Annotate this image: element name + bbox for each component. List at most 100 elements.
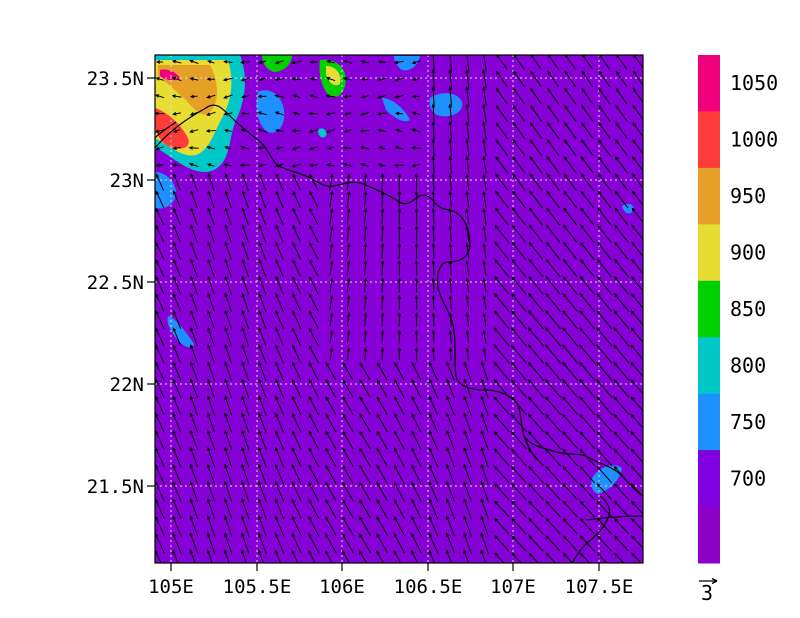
wind-arrow [325,362,337,381]
colorbar-segment [698,506,720,564]
wind-arrow [325,533,337,554]
wind-arrow [414,242,419,259]
wind-arrow [428,549,436,563]
colorbar-segment [698,337,720,395]
wind-arrow [411,378,422,398]
wind-arrow [579,431,596,450]
wind-arrow [155,241,165,260]
wind-arrow [190,258,198,278]
longitude-label: 106.5E [394,576,463,598]
wind-arrow [596,465,613,484]
wind-arrow [431,173,436,191]
wind-arrow [493,431,510,450]
wind-arrow [207,60,215,64]
wind-arrow [172,327,182,347]
wind-arrow [511,500,527,518]
wind-arrow [448,155,453,174]
wind-arrow [613,500,630,518]
wind-arrow [329,277,334,293]
wind-arrow [359,481,371,502]
wind-arrow [529,190,543,209]
wind-arrow [394,94,404,99]
wind-arrow [274,532,285,554]
wind-arrow [380,312,385,327]
wind-arrow [482,86,487,106]
wind-arrow [363,312,368,327]
wind-arrow [397,294,402,310]
wind-arrow [380,347,385,361]
wind-arrow [493,361,510,382]
wind-arrow [206,480,216,503]
wind-arrow [342,550,350,563]
wind-arrow [377,60,386,64]
wind-arrow [513,70,525,88]
wind-arrow [275,146,283,150]
wind-arrow [630,292,643,309]
wind-arrow [465,260,470,276]
wind-arrow [308,395,319,416]
wind-arrow [429,378,439,399]
wind-arrow [224,146,232,150]
wind-arrow [171,59,182,64]
wind-arrow [564,104,577,122]
wind-arrow [494,483,510,501]
wind-arrow [258,532,267,554]
wind-arrow [579,517,595,535]
wind-arrow [528,517,544,535]
longitude-label: 107.5E [565,576,634,598]
wind-arrow [275,207,284,226]
wind-arrow [376,112,387,116]
wind-arrow [480,429,489,451]
reference-vector-label: 3 [701,581,713,605]
wind-arrow [597,190,612,209]
wind-arrow [173,129,181,133]
colorbar-segment [698,111,720,169]
wind-arrow [155,344,165,364]
wind-arrow [190,344,199,364]
wind-arrow [493,448,510,467]
wind-arrow [545,327,562,347]
wind-arrow [207,163,215,167]
wind-arrow [545,535,561,552]
wind-arrow [258,207,267,226]
wind-arrow [596,292,613,313]
wind-arrow [511,241,527,261]
wind-arrow [344,112,352,116]
wind-arrow [431,120,436,140]
wind-arrow [258,361,267,381]
wind-arrow [393,430,405,450]
wind-arrow [292,361,302,381]
wind-arrow [411,498,422,520]
wind-arrow [527,344,545,364]
wind-arrow [377,128,387,133]
wind-arrow [598,139,611,157]
wind-arrow [630,483,643,498]
wind-arrow [393,447,405,467]
wind-arrow [224,292,232,312]
wind-arrow [173,190,181,208]
wind-arrow [309,207,319,226]
wind-arrow [411,413,422,433]
wind-arrow [346,208,351,225]
wind-arrow [631,224,643,241]
wind-arrow [172,292,182,312]
wind-arrow [511,224,527,243]
wind-arrow [495,156,509,174]
wind-arrow [275,446,285,468]
wind-arrow [482,155,487,174]
wind-arrow [207,292,215,312]
wind-arrow [482,103,487,123]
wind-arrow [275,173,284,191]
wind-arrow [529,173,543,191]
wind-arrow [325,112,336,116]
wind-arrow [206,549,213,563]
wind-arrow [613,552,625,563]
wind-arrow [614,190,629,209]
wind-arrow [359,447,371,467]
wind-arrow [241,412,250,433]
wind-arrow [241,94,249,99]
wind-arrow [342,499,354,519]
wind-arrow [448,173,453,191]
wind-arrow [465,173,470,191]
